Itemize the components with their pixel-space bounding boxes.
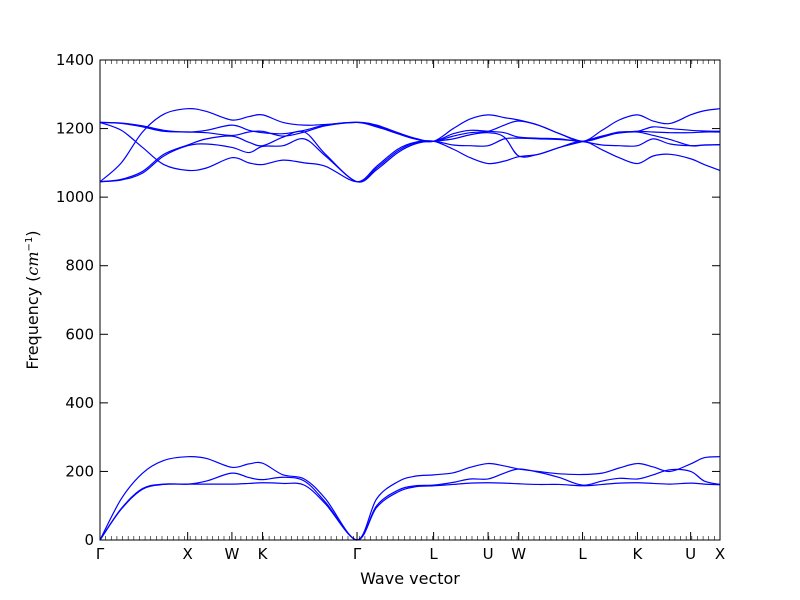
- x-tick-label: W: [224, 545, 239, 563]
- y-tick-label: 1000: [56, 188, 94, 206]
- x-tick-label: U: [685, 545, 696, 563]
- y-tick-label: 600: [65, 325, 94, 343]
- x-tick-label: U: [483, 545, 494, 563]
- x-tick-label: X: [715, 545, 725, 563]
- x-tick-label: K: [633, 545, 644, 563]
- series-layer: [99, 107, 721, 541]
- x-axis-label: Wave vector: [360, 569, 460, 588]
- x-tick-label: L: [578, 545, 587, 563]
- series-line-9: [99, 107, 721, 183]
- series-line-3: [99, 455, 721, 541]
- y-tick-label: 1200: [56, 120, 94, 138]
- y-tick-label: 400: [65, 394, 94, 412]
- x-tick-label: L: [429, 545, 438, 563]
- y-tick-label: 0: [84, 531, 94, 549]
- y-tick-label: 1400: [56, 51, 94, 69]
- x-tick-label: K: [258, 545, 269, 563]
- series-line-1: [99, 482, 721, 541]
- x-tick-label: Γ: [353, 545, 362, 563]
- series-line-2: [99, 468, 721, 541]
- x-tick-label: X: [183, 545, 193, 563]
- y-axis-label: Frequency (cm−1): [23, 230, 42, 369]
- series-line-8: [99, 121, 721, 142]
- series-line-5: [99, 130, 721, 183]
- x-tick-label: W: [511, 545, 526, 563]
- x-tick-label: Γ: [96, 545, 105, 563]
- y-tick-label: 800: [65, 257, 94, 275]
- y-tick-label: 200: [65, 462, 94, 480]
